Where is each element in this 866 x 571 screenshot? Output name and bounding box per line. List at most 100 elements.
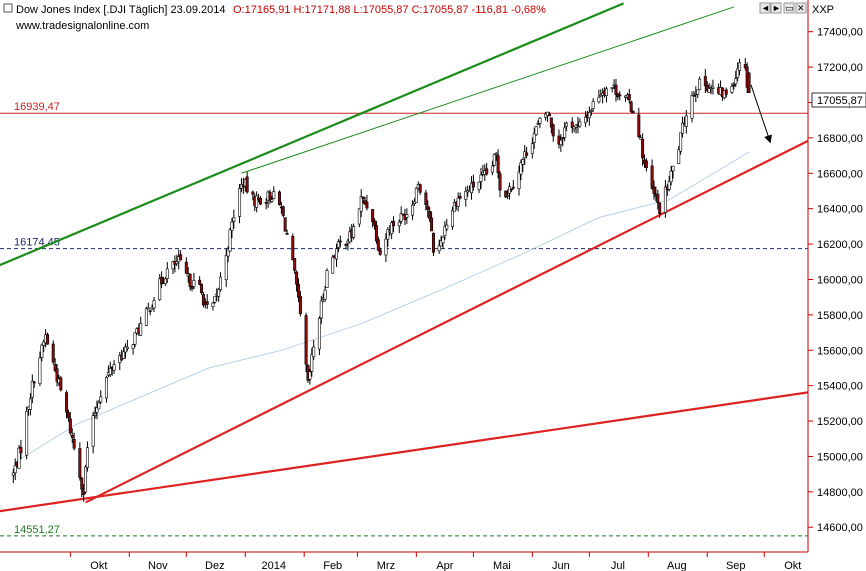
candle-body — [705, 85, 709, 91]
candle-body — [281, 206, 285, 216]
candle-body — [277, 191, 281, 205]
svg-text:✕: ✕ — [797, 3, 805, 13]
candle-body — [264, 201, 268, 204]
candle-body — [228, 229, 232, 252]
candle-body — [494, 153, 498, 156]
candle-body — [747, 72, 751, 93]
candle-body — [572, 126, 576, 130]
candle-body — [698, 78, 702, 90]
candle-body — [652, 186, 656, 194]
candle-body — [485, 168, 489, 175]
candle-body — [534, 126, 538, 135]
candle-body — [190, 287, 194, 289]
candle-body — [509, 188, 513, 191]
candle-body — [30, 380, 34, 398]
candle-body — [392, 220, 396, 227]
candle-body — [40, 344, 44, 358]
candle-body — [458, 196, 462, 199]
candle-body — [352, 226, 356, 238]
candle-body — [431, 232, 435, 253]
candle-body — [95, 407, 99, 413]
menu-icon[interactable] — [3, 3, 13, 13]
candle-body — [378, 249, 382, 255]
candle-body — [669, 170, 673, 183]
candle-body — [285, 233, 289, 235]
candle-body — [80, 477, 84, 490]
candle-body — [650, 165, 654, 189]
candle-body — [521, 159, 525, 165]
candle-body — [525, 152, 529, 156]
scroll-left-button[interactable]: ◄ — [759, 2, 771, 14]
close-button[interactable]: ✕ — [795, 2, 807, 14]
candle-body — [184, 261, 188, 274]
x-tick-label: Okt — [784, 560, 801, 571]
candle-body — [397, 221, 401, 227]
last-price-box — [811, 92, 866, 108]
candle-body — [469, 182, 473, 194]
candle-body — [344, 243, 348, 246]
candle-body — [374, 225, 378, 242]
candle-body — [711, 86, 715, 89]
y-tick-label: 17400,00 — [817, 27, 863, 39]
source-label: www.tradesignalonline.com — [15, 20, 149, 32]
candle-body — [471, 181, 475, 188]
candle-body — [296, 283, 300, 298]
maximize-button[interactable]: ▭ — [783, 2, 795, 14]
candle-body — [496, 155, 500, 174]
candle-body — [658, 202, 662, 214]
window-buttons: ◄ ► ▭ ✕ — [759, 2, 807, 14]
candle-body — [146, 307, 150, 310]
y-tick-label: 16000,00 — [817, 274, 863, 286]
candle-body — [546, 111, 550, 117]
candle-body — [53, 364, 57, 371]
candle-body — [738, 62, 742, 71]
candle-body — [293, 258, 297, 271]
axis-corner-label: XXP — [812, 4, 834, 16]
candle-body — [133, 332, 137, 345]
candle-body — [563, 127, 567, 138]
y-tick-label: 15600,00 — [817, 345, 863, 357]
candle-body — [679, 132, 683, 152]
candle-body — [272, 191, 276, 199]
candle-body — [251, 191, 255, 195]
candle-body — [584, 116, 588, 124]
candle-body — [743, 64, 747, 69]
candle-body — [219, 276, 223, 291]
candle-body — [70, 434, 74, 438]
candle-body — [405, 214, 409, 218]
candle-body — [298, 296, 302, 314]
candle-body — [734, 78, 738, 85]
candle-body — [538, 118, 542, 124]
candle-body — [112, 364, 116, 371]
candle-body — [703, 76, 707, 87]
candle-body — [139, 323, 143, 336]
candle-body — [319, 300, 323, 319]
y-tick-label: 16200,00 — [817, 239, 863, 251]
scroll-right-button[interactable]: ► — [770, 2, 782, 14]
candle-body — [663, 186, 667, 213]
candle-body — [84, 466, 88, 493]
candle-body — [295, 271, 299, 285]
candle-body — [437, 245, 441, 252]
y-tick-label: 15800,00 — [817, 310, 863, 322]
candle-body — [217, 289, 221, 297]
candle-body — [359, 196, 363, 212]
candle-body — [205, 301, 209, 305]
candle-body — [123, 346, 127, 353]
candle-body — [310, 354, 314, 372]
candle-body — [604, 88, 608, 96]
candle-body — [331, 256, 335, 274]
candle-body — [418, 184, 422, 193]
x-tick-label: Nov — [148, 560, 168, 571]
candle-body — [317, 318, 321, 350]
candle-body — [504, 190, 508, 198]
candle-body — [587, 111, 591, 119]
candle-body — [148, 310, 152, 313]
candle-body — [25, 411, 29, 456]
y-tick-label: 17200,00 — [817, 62, 863, 74]
candle-body — [152, 300, 156, 309]
candle-body — [732, 84, 736, 87]
x-tick-label: Dez — [205, 560, 225, 571]
y-tick-label: 14600,00 — [817, 522, 863, 534]
